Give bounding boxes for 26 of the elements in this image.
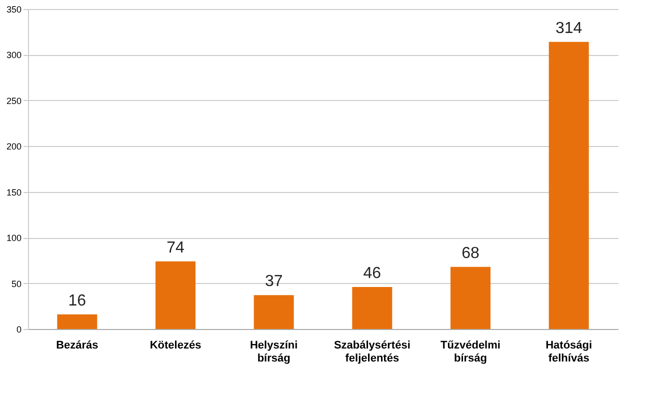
data-label: 314 [555,20,582,37]
data-label: 16 [68,292,86,310]
bar [57,314,98,329]
x-tick-label: Tűzvédelmi bírság [440,340,500,364]
y-tick-label: 150 [6,187,22,198]
y-tick-label: 300 [6,50,22,60]
data-label: 37 [264,273,283,290]
x-tick-label: Helyszíni bírság [250,340,298,364]
bar [156,261,196,329]
x-tick-label: Hatósági felhívás [546,340,592,364]
data-label: 74 [166,239,184,256]
y-tick-label: 100 [6,233,22,244]
bar [254,295,294,329]
y-tick-label: 50 [11,278,22,289]
bar [548,42,589,329]
data-label: 46 [363,264,382,282]
y-tick-label: 250 [6,96,22,106]
data-label: 68 [462,244,480,262]
y-tick-label: 0 [16,324,22,334]
bar [450,266,490,329]
y-tick-label: 350 [6,4,22,14]
x-tick-label: Szabálysértési feljelentés [334,340,410,364]
x-tick-label: Bezárás [56,340,98,352]
x-tick-label: Kötelezés [150,340,202,352]
bar [352,286,392,329]
y-tick-label: 200 [6,142,22,152]
